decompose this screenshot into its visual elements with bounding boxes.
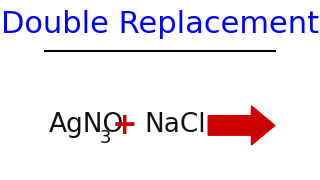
- FancyArrow shape: [208, 106, 275, 145]
- Text: +: +: [111, 111, 137, 140]
- Text: Double Replacement: Double Replacement: [1, 10, 319, 39]
- Text: 3: 3: [100, 129, 111, 147]
- Text: AgNO: AgNO: [49, 112, 124, 138]
- Text: NaCl: NaCl: [144, 112, 205, 138]
